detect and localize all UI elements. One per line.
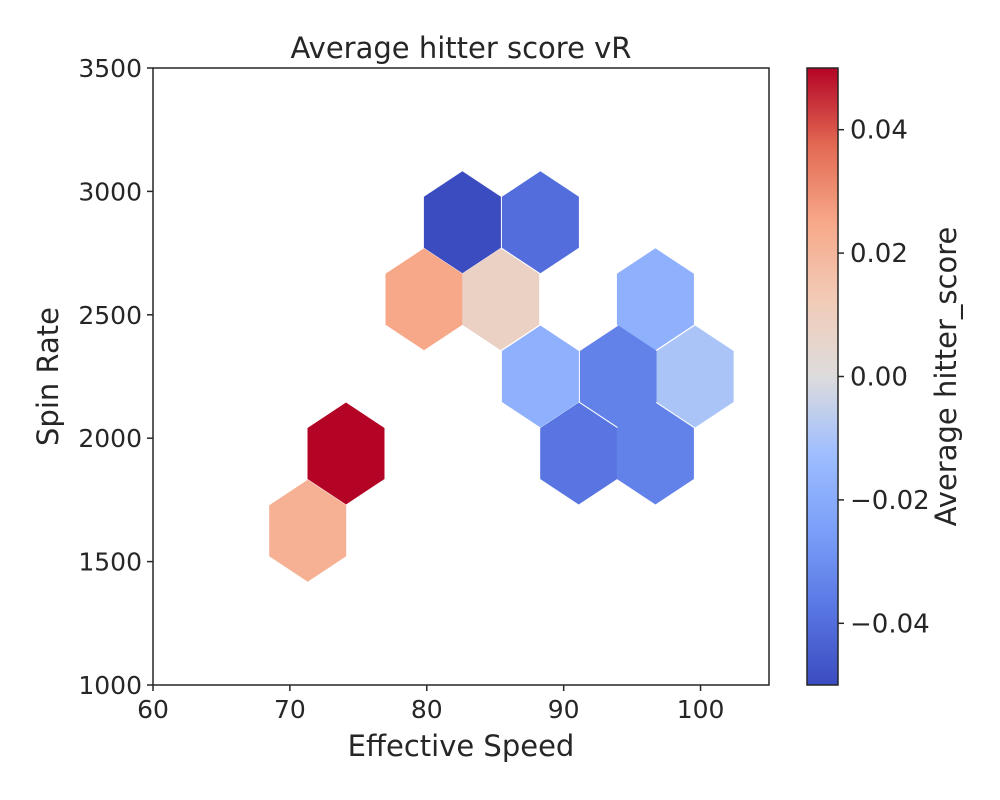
hexbin-cell-5 bbox=[501, 325, 579, 428]
y-axis-ticks: 1000 1500 2000 2500 3000 3500 bbox=[78, 54, 153, 700]
colorbar-label: Average hitter_score bbox=[929, 227, 963, 527]
chart-title: Average hitter score vR bbox=[291, 31, 632, 65]
x-tick-label: 80 bbox=[411, 695, 443, 724]
y-tick-label: 3500 bbox=[78, 54, 142, 83]
hexbin-cell-4 bbox=[616, 248, 694, 351]
x-axis-ticks: 60 70 80 90 100 bbox=[137, 685, 724, 724]
hexbin-cell-8 bbox=[307, 402, 385, 505]
y-tick-label: 2500 bbox=[78, 301, 142, 330]
colorbar-tick-label: −0.02 bbox=[850, 486, 930, 516]
hexbin-layer bbox=[269, 171, 734, 582]
x-tick-label: 90 bbox=[548, 695, 580, 724]
hexbin-cell-11 bbox=[269, 479, 347, 582]
x-tick-label: 70 bbox=[274, 695, 306, 724]
hexbin-cell-9 bbox=[540, 402, 618, 505]
colorbar-tick-label: 0.00 bbox=[850, 363, 908, 393]
y-tick-label: 1000 bbox=[78, 671, 142, 700]
colorbar-tick-label: 0.04 bbox=[850, 116, 908, 146]
y-tick-label: 3000 bbox=[78, 177, 142, 206]
y-tick-label: 1500 bbox=[78, 548, 142, 577]
hexbin-cell-1 bbox=[501, 171, 579, 274]
colorbar-tick-label: −0.04 bbox=[850, 609, 930, 639]
hexbin-cell-7 bbox=[656, 325, 734, 428]
x-tick-label: 100 bbox=[677, 695, 725, 724]
colorbar bbox=[806, 67, 839, 686]
x-tick-label: 60 bbox=[137, 695, 169, 724]
hexbin-cell-6 bbox=[579, 325, 657, 428]
colorbar-tick-label: 0.02 bbox=[850, 239, 908, 269]
y-tick-label: 2000 bbox=[78, 424, 142, 453]
hexbin-cell-2 bbox=[385, 248, 463, 351]
plot-frame bbox=[152, 67, 770, 686]
hexbin-cell-0 bbox=[423, 171, 501, 274]
hexbin-cell-10 bbox=[616, 402, 694, 505]
hexbin-cell-3 bbox=[462, 248, 540, 351]
y-axis-label: Spin Rate bbox=[31, 307, 65, 446]
x-axis-label: Effective Speed bbox=[348, 729, 575, 763]
colorbar-ticks: −0.04 −0.02 0.00 0.02 0.04 bbox=[838, 116, 930, 639]
